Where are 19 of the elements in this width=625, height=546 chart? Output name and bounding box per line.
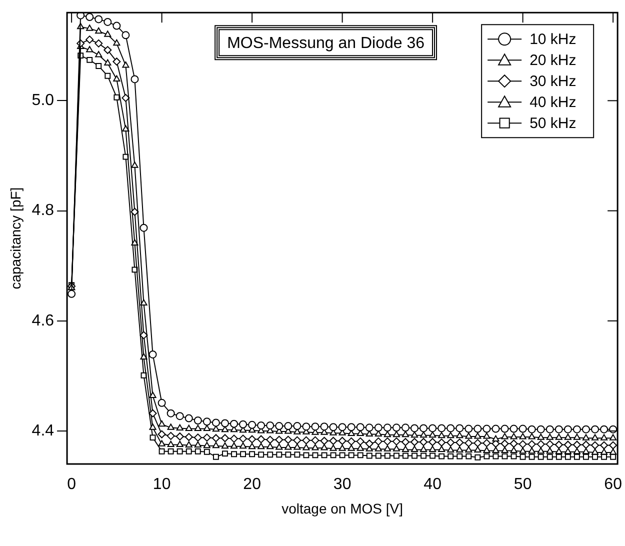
y-tick-label: 4.4 bbox=[32, 422, 54, 440]
legend-label: 20 kHz bbox=[530, 52, 576, 70]
y-tick-label: 4.8 bbox=[32, 202, 54, 220]
legend-label: 10 kHz bbox=[530, 31, 576, 48]
x-tick-label: 50 bbox=[514, 476, 532, 494]
text: MOS-Messung an Diode 36 bbox=[227, 35, 425, 52]
legend-label: 30 kHz bbox=[530, 73, 576, 90]
y-axis-title: capacitancy [pF] bbox=[7, 187, 24, 290]
legend-label: 50 kHz bbox=[530, 115, 576, 132]
y-tick-label: 4.6 bbox=[32, 312, 54, 330]
x-tick-label: 40 bbox=[424, 476, 442, 494]
x-axis-title: voltage on MOS [V] bbox=[282, 500, 404, 516]
x-tick-label: 30 bbox=[333, 476, 352, 494]
y-tick-label: 5.0 bbox=[32, 92, 54, 110]
x-tick-label: 10 bbox=[152, 476, 171, 494]
x-tick-label: 60 bbox=[604, 476, 622, 494]
x-tick-label: 0 bbox=[67, 476, 76, 494]
x-tick-label: 20 bbox=[243, 476, 262, 494]
legend-label: 40 kHz bbox=[530, 94, 576, 112]
